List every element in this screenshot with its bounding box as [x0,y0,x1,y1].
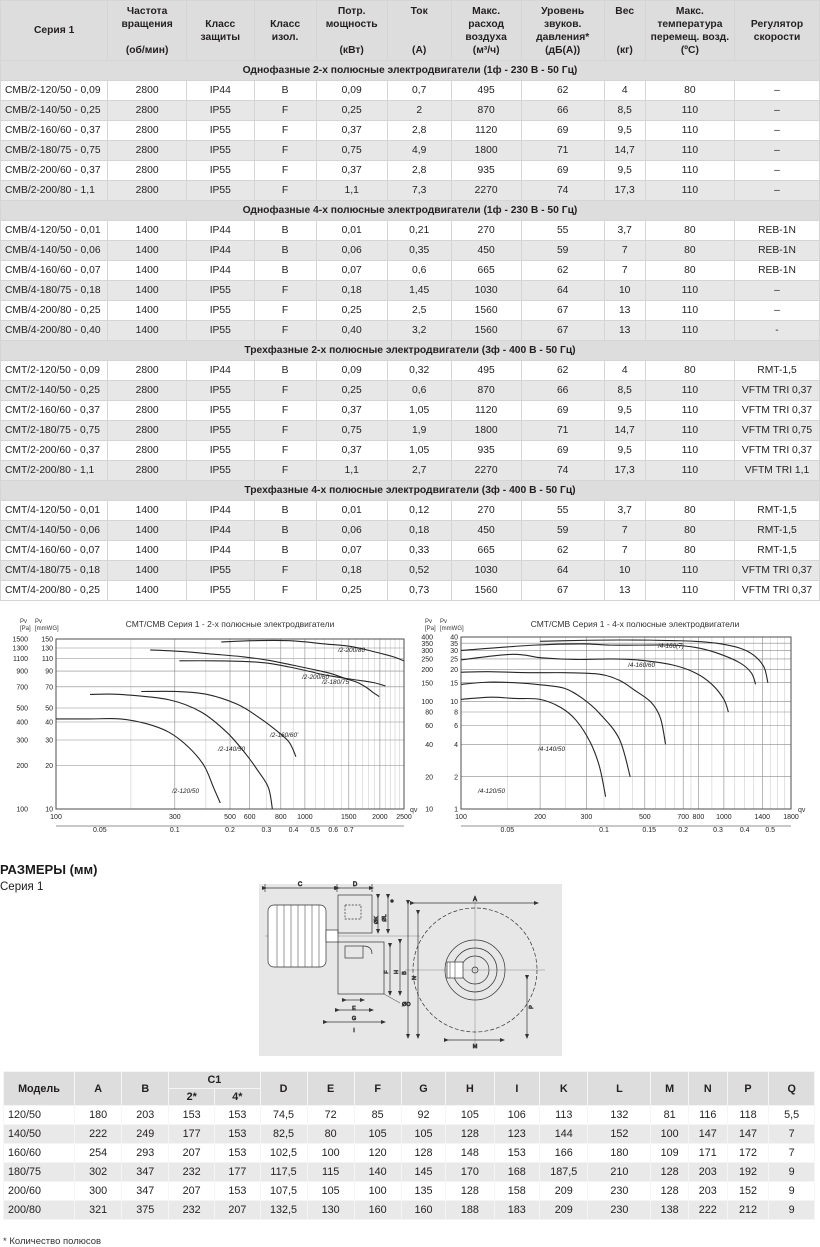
svg-text:E: E [352,1006,356,1012]
svg-text:P: P [529,1005,535,1009]
svg-text:N: N [412,976,418,980]
svg-text:A: A [473,897,477,903]
svg-text:ØO: ØO [402,1002,411,1008]
svg-text:C: C [298,882,303,888]
svg-text:ØL: ØL [382,914,388,921]
svg-text:H: H [394,970,400,974]
svg-text:M: M [473,1044,478,1050]
svg-text:G: G [352,1016,356,1022]
svg-text:D: D [353,882,358,888]
svg-text:B: B [402,971,408,975]
svg-text:ØK: ØK [374,916,380,924]
